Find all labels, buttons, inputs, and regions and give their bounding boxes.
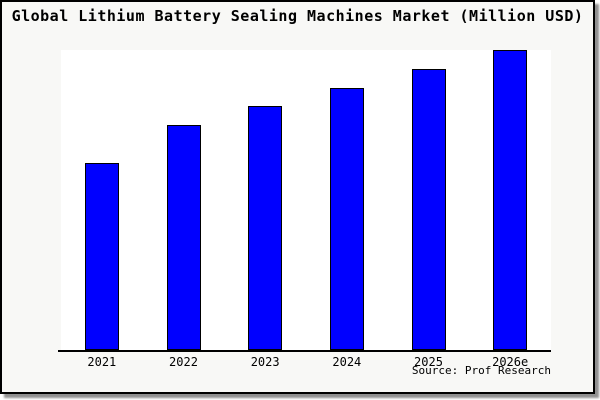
x-axis-line: [58, 350, 551, 352]
source-credit: Source: Prof Research: [411, 364, 551, 377]
chart-frame: Global Lithium Battery Sealing Machines …: [0, 0, 595, 394]
x-tick-2025: 2025: [414, 355, 443, 369]
bar-2022: [166, 125, 201, 350]
bar-2025: [411, 68, 446, 350]
x-tick-2023: 2023: [250, 355, 280, 369]
bar-2024: [329, 87, 364, 350]
bar-2026e: [493, 50, 528, 350]
x-tick-2024: 2024: [332, 355, 362, 369]
bar-2023: [248, 106, 283, 350]
x-tick-2026e: 2026e: [492, 355, 529, 369]
x-tick-2022: 2022: [169, 355, 198, 369]
bar-2021: [84, 162, 119, 350]
chart-title: Global Lithium Battery Sealing Machines …: [11, 7, 584, 25]
x-tick-2021: 2021: [87, 355, 117, 369]
plot-area: [61, 50, 551, 350]
